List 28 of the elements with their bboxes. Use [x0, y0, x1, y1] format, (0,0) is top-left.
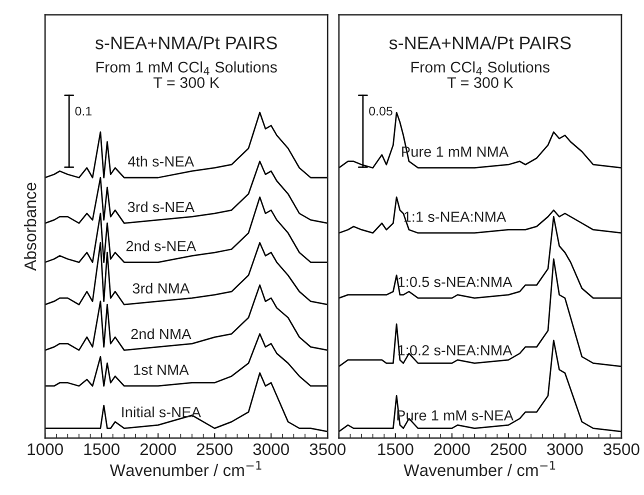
x-tick-label: 2500	[490, 443, 526, 456]
annotation: 0.1	[75, 106, 92, 116]
chart-subtitle: From 1 mM CCl$_{4}$ Solutions T = 300 K	[96, 61, 277, 88]
annotation: 0.05	[369, 106, 392, 116]
x-axis-title: Wavenumber / cm$^{−1}$	[110, 461, 262, 476]
x-tick-label: 1500	[378, 443, 414, 456]
x-tick-label: 3000	[547, 443, 583, 456]
x-tick-label: 3500	[604, 443, 640, 456]
series-label: 3rd NMA	[132, 282, 190, 294]
series-label: 2nd s-NEA	[126, 240, 196, 252]
series-label: 4th s-NEA	[128, 156, 194, 167]
x-tick-label: 3500	[310, 443, 346, 456]
x-tick-label: 2000	[140, 443, 176, 456]
x-tick-label: 1500	[84, 443, 120, 456]
series-label: 2nd NMA	[131, 328, 192, 340]
x-tick-label: 2500	[196, 443, 232, 456]
chart-title: s-NEA+NMA/Pt PAIRS	[95, 36, 277, 50]
series-label: 1st NMA	[134, 364, 189, 375]
y-axis-title: Absorbance	[24, 182, 36, 271]
x-tick-label: 3000	[253, 443, 289, 456]
series-label: 3rd s-NEA	[128, 201, 195, 212]
chart-title: s-NEA+NMA/Pt PAIRS	[389, 36, 571, 50]
x-tick-label: 2000	[434, 443, 470, 456]
series-label: Initial s-NEA	[122, 406, 202, 418]
chart-subtitle: From CCl$_{4}$ Solutions T = 300 K	[411, 61, 550, 88]
x-tick-label: 1000	[28, 443, 63, 456]
series-label: 1:0.5 s-NEA:NMA	[398, 276, 512, 288]
x-axis-title: Wavenumber / cm$^{−1}$	[404, 461, 556, 476]
